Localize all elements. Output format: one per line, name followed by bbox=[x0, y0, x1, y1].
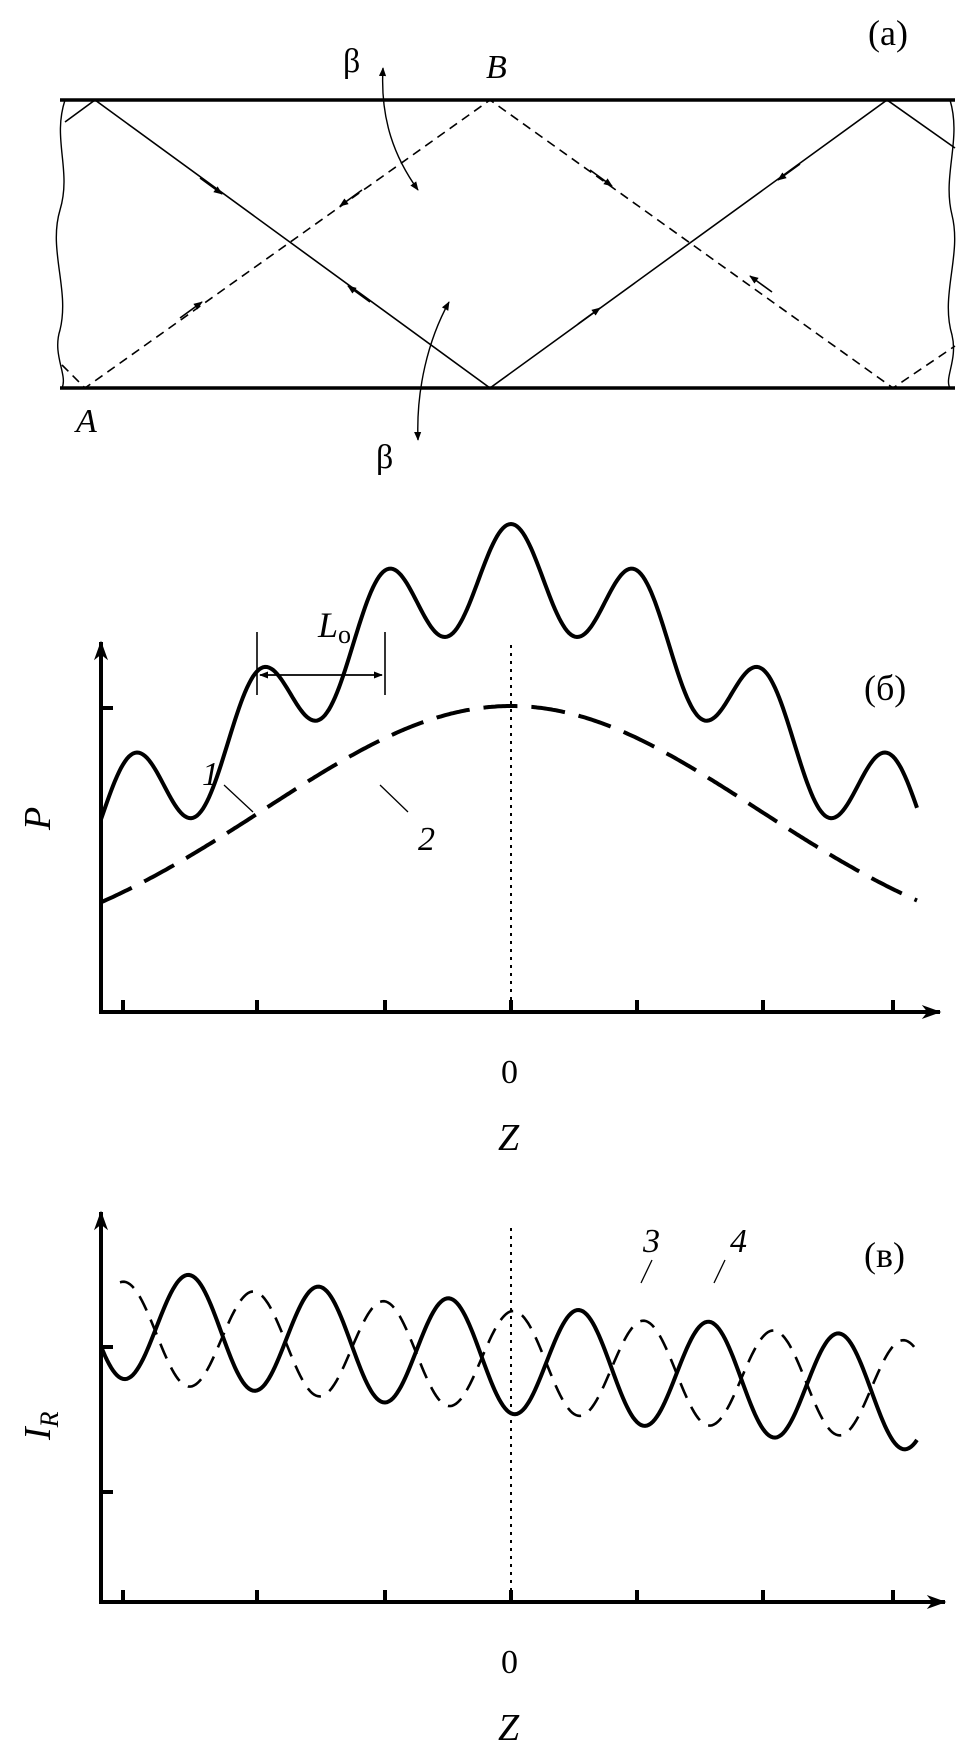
panel-c-y-label: IR bbox=[17, 1411, 64, 1441]
panel-c-x-ticks bbox=[121, 1590, 895, 1602]
curve-3-label: 3 bbox=[642, 1223, 660, 1260]
ray-arrow-5 bbox=[179, 301, 203, 319]
curve-3-leader bbox=[640, 1259, 653, 1284]
panel-c-x-label: Z bbox=[498, 1707, 520, 1749]
angle-beta-bottom: β bbox=[376, 439, 393, 476]
dashed-ray bbox=[61, 99, 956, 390]
ray-arrow-2 bbox=[347, 285, 371, 303]
panel-a-tag: (a) bbox=[868, 13, 908, 53]
panel-b-y-label: P bbox=[17, 807, 59, 831]
ray-arrow-3 bbox=[577, 307, 601, 325]
panel-b-power-plot: (б) Lo 1 2 P 0 Z bbox=[17, 521, 942, 1159]
angle-arc-bottom bbox=[414, 301, 450, 441]
left-break-line bbox=[55, 99, 66, 389]
ray-arrow-6 bbox=[339, 189, 363, 207]
curve-4-leader bbox=[713, 1259, 726, 1284]
panel-c-tag: (в) bbox=[864, 1235, 905, 1275]
ray-arrow-7 bbox=[589, 169, 613, 187]
right-break-line bbox=[947, 99, 956, 389]
ray-arrow-4 bbox=[777, 163, 801, 181]
panel-b-x-zero: 0 bbox=[501, 1054, 518, 1091]
curve-3-solid bbox=[99, 1272, 919, 1452]
curve-1-label: 1 bbox=[202, 756, 219, 793]
curve-1-solid bbox=[99, 521, 919, 821]
ray-arrow-1 bbox=[199, 177, 223, 195]
ray-arrow-8 bbox=[749, 275, 773, 293]
point-b-label: B bbox=[486, 49, 507, 86]
panel-c-x-zero: 0 bbox=[501, 1644, 518, 1681]
angle-arc-top bbox=[378, 67, 419, 191]
panel-b-tag: (б) bbox=[864, 668, 906, 708]
panel-a-ray-diagram: (a) β β B A bbox=[55, 13, 956, 476]
curve-4-label: 4 bbox=[730, 1223, 747, 1260]
period-label: Lo bbox=[317, 605, 351, 649]
curve-2-label: 2 bbox=[418, 821, 435, 858]
panel-b-x-label: Z bbox=[498, 1117, 520, 1159]
curve-2-dashed bbox=[100, 704, 918, 905]
curve-2-leader bbox=[379, 784, 409, 813]
panel-c-intensity-plot: (в) 3 4 IR 0 Z bbox=[17, 1210, 947, 1749]
angle-beta-top: β bbox=[343, 43, 360, 80]
curve-4-dashed bbox=[119, 1280, 918, 1437]
panel-b-x-ticks bbox=[121, 1000, 895, 1012]
point-a-label: A bbox=[74, 403, 97, 440]
curve-1-leader bbox=[223, 784, 254, 813]
solid-ray bbox=[64, 99, 956, 389]
